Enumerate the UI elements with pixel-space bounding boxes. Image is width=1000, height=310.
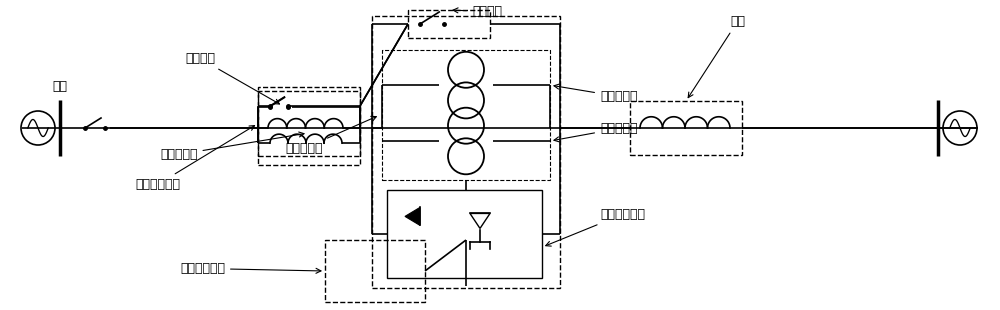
Bar — [325, 240, 425, 302]
Bar — [382, 50, 550, 180]
Bar — [630, 101, 742, 155]
Bar — [258, 87, 360, 165]
Text: 电压源换流器: 电压源换流器 — [546, 208, 645, 246]
Text: 电抗器单元: 电抗器单元 — [160, 132, 304, 161]
Text: 第一补偿单元: 第一补偿单元 — [135, 126, 255, 191]
Text: 母线: 母线 — [52, 80, 68, 93]
Bar — [372, 16, 560, 288]
Bar — [258, 91, 360, 156]
Text: 第一侧绕组: 第一侧绕组 — [554, 122, 638, 142]
Text: 第一开关: 第一开关 — [185, 52, 280, 104]
Text: 第二侧绕组: 第二侧绕组 — [554, 84, 638, 103]
Text: 串联变压器: 串联变压器 — [285, 116, 376, 155]
Bar — [408, 10, 490, 38]
Text: 第二补偿单元: 第二补偿单元 — [180, 262, 321, 275]
Bar — [387, 190, 542, 278]
Text: 第二开关: 第二开关 — [453, 5, 502, 18]
Polygon shape — [405, 207, 420, 225]
Text: 线路: 线路 — [688, 15, 745, 98]
